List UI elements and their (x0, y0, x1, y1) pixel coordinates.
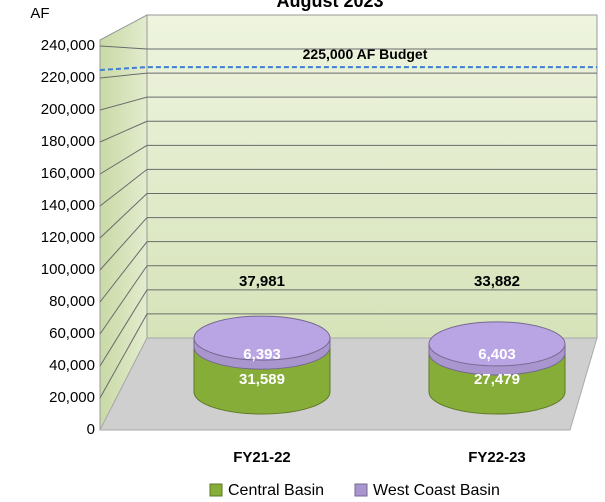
y-tick-label: 180,000 (41, 133, 95, 150)
x-tick-label: FY22-23 (468, 449, 526, 466)
budget-label: 225,000 AF Budget (303, 46, 428, 62)
y-tick-label: 40,000 (49, 357, 95, 374)
y-tick-label: 140,000 (41, 197, 95, 214)
legend-label: Central Basin (228, 482, 324, 499)
grid-line (99, 120, 148, 143)
grid-line (99, 45, 148, 50)
y-tick-label: 0 (87, 421, 95, 438)
grid-line (99, 241, 148, 303)
chart-title: August 2023 (276, 0, 383, 11)
data-label: 6,393 (243, 346, 281, 363)
legend-swatch (209, 483, 223, 497)
total-label: 33,882 (474, 273, 520, 290)
y-tick-label: 200,000 (41, 101, 95, 118)
budget-line (99, 66, 597, 71)
data-label: 31,589 (239, 371, 285, 388)
legend-label: West Coast Basin (373, 482, 500, 499)
grid-line (99, 289, 148, 367)
data-label: 27,479 (474, 371, 520, 388)
cylinder-top (428, 321, 566, 367)
y-tick-label: 100,000 (41, 261, 95, 278)
y-tick-label: 80,000 (49, 293, 95, 310)
x-tick-label: FY21-22 (233, 449, 291, 466)
grid-line (99, 144, 148, 175)
grid-line (99, 217, 148, 271)
y-tick-label: 220,000 (41, 69, 95, 86)
grid-line (99, 193, 148, 239)
y-tick-label: 60,000 (49, 325, 95, 342)
y-tick-label: 160,000 (41, 165, 95, 182)
y-tick-label: 240,000 (41, 37, 95, 54)
y-tick-label: 120,000 (41, 229, 95, 246)
legend-swatch (354, 483, 368, 497)
grid-line (99, 96, 148, 111)
grid-line (99, 169, 148, 207)
grid-line (99, 313, 148, 399)
cylinder-top (193, 315, 331, 361)
grid-line (99, 265, 148, 335)
y-tick-label: 20,000 (49, 389, 95, 406)
data-label: 6,403 (478, 346, 516, 363)
total-label: 37,981 (239, 273, 285, 290)
grid-line (99, 72, 148, 79)
y-axis-label: AF (30, 5, 49, 22)
